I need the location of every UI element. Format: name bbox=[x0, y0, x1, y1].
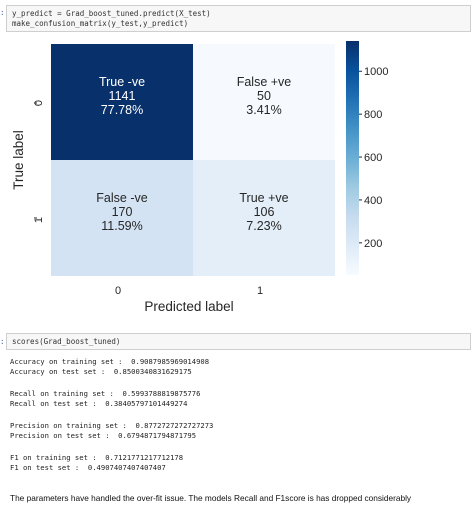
heatmap-cell-percent: 3.41% bbox=[246, 103, 281, 117]
score-line: Accuracy on test set : 0.850034083162917… bbox=[10, 367, 192, 376]
colorbar-tick-label: 800 bbox=[364, 109, 382, 121]
cell-2-prompt: : bbox=[0, 337, 5, 346]
y-tick-label: 0 bbox=[33, 100, 45, 106]
code-cell-1[interactable]: y_predict = Grad_boost_tuned.predict(X_t… bbox=[6, 5, 471, 32]
y-axis-label: True label bbox=[11, 130, 26, 190]
cell-1-prompt: : bbox=[0, 8, 5, 17]
colorbar-tick-label: 600 bbox=[364, 152, 382, 164]
heatmap-cell-label: False -ve bbox=[96, 191, 147, 205]
colorbar bbox=[346, 41, 359, 275]
heatmap-cell-count: 106 bbox=[254, 205, 275, 219]
y-tick-label: 1 bbox=[33, 217, 45, 223]
heatmap-cell bbox=[193, 44, 335, 160]
heatmap-cell-count: 50 bbox=[257, 89, 271, 103]
heatmap-cell-count: 1141 bbox=[109, 89, 136, 103]
colorbar-tick-label: 200 bbox=[364, 238, 382, 250]
score-line: F1 on test set : 0.4907407407407407 bbox=[10, 463, 166, 472]
score-line: Recall on training set : 0.5993788819875… bbox=[10, 389, 201, 398]
heatmap-cell-count: 170 bbox=[112, 205, 133, 219]
heatmap-cell-percent: 77.78% bbox=[101, 103, 143, 117]
score-line: Accuracy on training set : 0.90879859690… bbox=[10, 357, 210, 366]
colorbar-tick-label: 1000 bbox=[364, 66, 388, 78]
heatmap-cell bbox=[51, 44, 193, 160]
score-line: Recall on test set : 0.38405797101449274 bbox=[10, 399, 188, 408]
heatmap-cell-percent: 7.23% bbox=[246, 219, 281, 233]
markdown-note: The parameters have handled the over-fit… bbox=[10, 493, 412, 503]
x-tick-label: 0 bbox=[115, 285, 121, 297]
heatmap-cell-label: True +ve bbox=[239, 191, 288, 205]
heatmap-cell-label: True -ve bbox=[99, 75, 145, 89]
heatmap-cell-label: False +ve bbox=[237, 75, 292, 89]
x-tick-label: 1 bbox=[257, 285, 263, 297]
code-line: y_predict = Grad_boost_tuned.predict(X_t… bbox=[12, 9, 211, 18]
score-line: Precision on training set : 0.8772727272… bbox=[10, 421, 214, 430]
x-axis-label: Predicted label bbox=[144, 299, 233, 314]
colorbar-tick-label: 400 bbox=[364, 195, 382, 207]
heatmap-cell bbox=[51, 160, 193, 276]
code-line: scores(Grad_boost_tuned) bbox=[12, 337, 121, 346]
code-cell-2[interactable]: scores(Grad_boost_tuned) bbox=[6, 333, 471, 350]
heatmap-cell bbox=[193, 160, 335, 276]
score-line: F1 on training set : 0.7121771217712178 bbox=[10, 453, 184, 462]
code-line: make_confusion_matrix(y_test,y_predict) bbox=[12, 19, 189, 28]
score-line: Precision on test set : 0.67948717948717… bbox=[10, 431, 197, 440]
heatmap-cell-percent: 11.59% bbox=[101, 219, 142, 233]
